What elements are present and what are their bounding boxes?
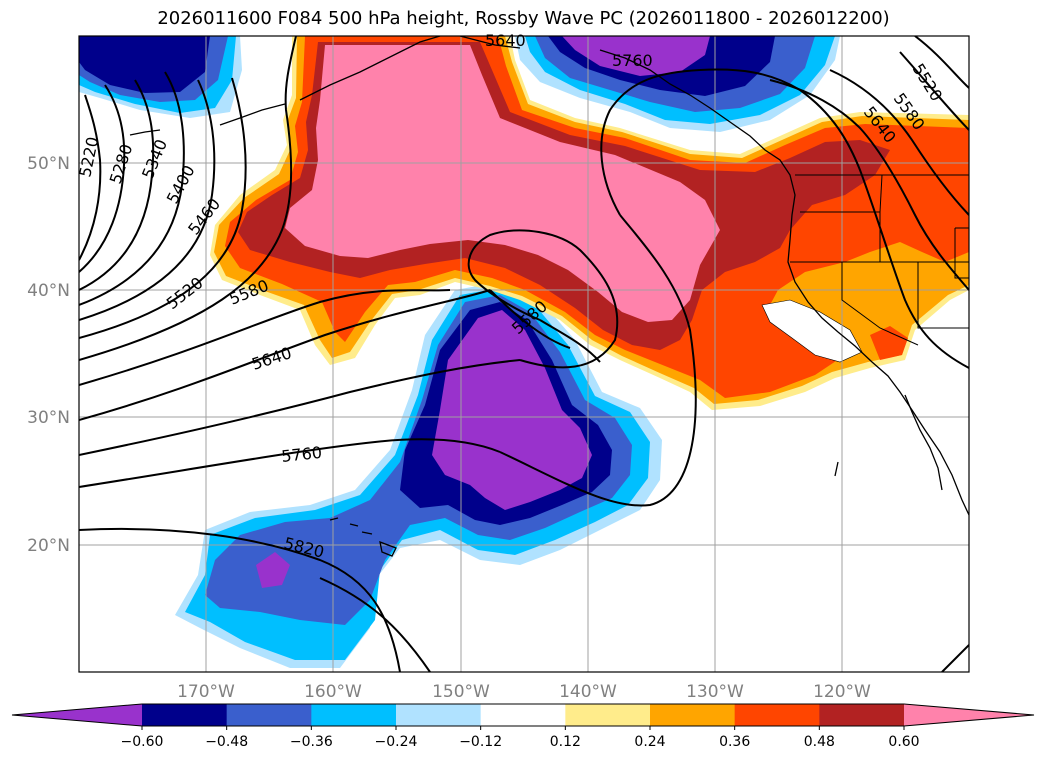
colorbar-tick-label: −0.12 (459, 734, 502, 750)
map-area (79, 36, 969, 672)
colorbar-cell (226, 704, 312, 726)
lat-label: 40°N (27, 281, 70, 301)
lat-label: 30°N (27, 408, 70, 428)
graticule (79, 36, 969, 672)
lon-label: 140°W (559, 682, 617, 702)
colorbar-cell (396, 704, 482, 726)
coastlines (129, 36, 969, 516)
lon-label: 120°W (813, 682, 871, 702)
colorbar-tick-label: 0.48 (804, 734, 835, 750)
anomaly-gap-shade (761, 299, 863, 363)
state-borders (790, 174, 969, 346)
lat-label: 50°N (27, 154, 70, 174)
lon-label: 160°W (304, 682, 362, 702)
neg-anomaly-north-shade (562, 36, 710, 76)
hawaiian-islands (329, 517, 397, 557)
neg-anomaly-small-shade (256, 552, 290, 588)
colorbar-tick-label: 0.24 (634, 734, 665, 750)
pos-anomaly-shade (870, 326, 908, 360)
colorbar-tick-label: −0.36 (290, 734, 333, 750)
lon-label: 130°W (686, 682, 744, 702)
map-title: 2026011600 F084 500 hPa height, Rossby W… (157, 8, 890, 29)
colorbar-tick-label: 0.60 (888, 734, 919, 750)
map-frame (78, 35, 970, 673)
colorbar-cell (819, 704, 905, 726)
colorbar-cell (311, 704, 397, 726)
pos-anomaly-shade (285, 45, 720, 322)
lon-label: 150°W (432, 682, 490, 702)
colorbar: −0.60 −0.48 −0.36 −0.24 −0.12 0.12 0.24 0.36 0.4… (11, 703, 1035, 750)
contour-label: 5760 (280, 443, 322, 466)
colorbar-cell (142, 704, 228, 726)
contour-label: 5640 (485, 31, 526, 50)
neg-anomaly-nw-shade (79, 36, 210, 93)
height-contours (79, 36, 969, 672)
latitude-labels: 50°N 40°N 30°N 20°N (27, 154, 70, 556)
colorbar-tick-label: 0.36 (719, 734, 750, 750)
colorbar-tick-label: −0.48 (205, 734, 248, 750)
colorbar-cell (480, 704, 566, 726)
neg-anomaly-central-shade (432, 310, 592, 510)
colorbar-tick-label: 0.12 (550, 734, 581, 750)
longitude-labels: 170°W 160°W 150°W 140°W 130°W 120°W (177, 682, 871, 702)
colorbar-tick-label: −0.24 (375, 734, 418, 750)
lat-label: 20°N (27, 536, 70, 556)
colorbar-cell (650, 704, 736, 726)
colorbar-tick-label: −0.60 (121, 734, 164, 750)
colorbar-extend-max (904, 704, 1034, 726)
contour-label: 5760 (612, 51, 653, 70)
colorbar-cell (565, 704, 651, 726)
colorbar-cell (734, 704, 820, 726)
colorbar-extend-min (12, 704, 142, 726)
lon-label: 170°W (177, 682, 235, 702)
